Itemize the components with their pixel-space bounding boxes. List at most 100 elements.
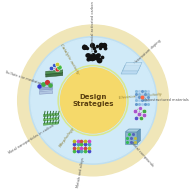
Point — [134, 96, 137, 99]
Point — [72, 143, 75, 146]
Point — [134, 99, 137, 102]
Point — [130, 136, 133, 139]
Point — [147, 90, 150, 93]
Point — [50, 66, 53, 69]
Text: Electrical conductivity: Electrical conductivity — [119, 92, 162, 100]
Point — [126, 140, 129, 143]
Text: Metal nanoparticles in carbon: Metal nanoparticles in carbon — [8, 123, 55, 155]
Point — [83, 45, 86, 48]
Polygon shape — [121, 65, 141, 74]
Point — [144, 96, 147, 99]
Point — [104, 46, 107, 50]
Point — [88, 139, 91, 142]
Point — [55, 68, 58, 71]
Text: Heteroatom doping: Heteroatom doping — [133, 38, 162, 65]
Point — [137, 93, 141, 96]
Point — [134, 140, 137, 143]
Point — [134, 136, 137, 139]
Point — [90, 44, 93, 47]
Polygon shape — [125, 132, 137, 144]
Polygon shape — [39, 87, 53, 90]
Point — [86, 58, 90, 61]
Circle shape — [29, 37, 157, 164]
Point — [95, 56, 98, 59]
Point — [147, 93, 150, 96]
Point — [49, 84, 52, 87]
Point — [72, 149, 75, 153]
Point — [88, 149, 91, 153]
Polygon shape — [46, 72, 63, 77]
Point — [140, 117, 143, 120]
Circle shape — [60, 67, 126, 134]
Point — [141, 90, 144, 93]
Point — [88, 143, 91, 146]
Point — [91, 54, 94, 57]
Point — [128, 132, 131, 135]
Point — [88, 146, 91, 149]
Point — [90, 54, 93, 57]
Point — [46, 80, 49, 83]
Polygon shape — [43, 122, 58, 125]
Point — [134, 116, 137, 119]
Text: Catalytic activity: Catalytic activity — [59, 43, 80, 75]
Point — [126, 136, 129, 139]
Polygon shape — [125, 129, 141, 132]
Polygon shape — [39, 91, 53, 94]
Point — [98, 58, 101, 61]
Point — [92, 46, 95, 49]
Point — [144, 90, 147, 93]
Polygon shape — [43, 118, 58, 121]
Circle shape — [18, 25, 168, 176]
Point — [85, 46, 88, 49]
Point — [92, 57, 95, 60]
Point — [76, 143, 79, 146]
Point — [82, 46, 85, 49]
Point — [41, 83, 44, 86]
Circle shape — [60, 68, 126, 133]
Text: Sulfate site mediators: Sulfate site mediators — [4, 70, 43, 86]
Point — [137, 102, 141, 105]
Point — [96, 53, 99, 56]
Point — [76, 149, 79, 153]
Polygon shape — [43, 113, 58, 117]
Point — [141, 96, 144, 99]
Point — [80, 146, 83, 149]
Point — [142, 110, 145, 113]
Point — [137, 90, 141, 93]
Point — [141, 93, 144, 96]
Point — [147, 96, 150, 99]
Text: Nanostructured materials: Nanostructured materials — [143, 98, 189, 102]
Point — [132, 132, 135, 135]
Point — [72, 139, 75, 142]
Point — [80, 143, 83, 146]
Point — [147, 102, 150, 105]
Point — [38, 85, 41, 88]
Point — [76, 139, 79, 142]
Point — [95, 44, 98, 47]
Point — [92, 54, 95, 57]
Point — [130, 140, 133, 143]
Point — [84, 149, 87, 153]
Point — [84, 139, 87, 142]
Point — [80, 139, 83, 142]
Text: Metal compounds: Metal compounds — [130, 142, 154, 168]
Point — [138, 107, 141, 110]
Point — [141, 96, 144, 99]
Point — [84, 143, 87, 146]
Point — [97, 54, 100, 57]
Point — [100, 55, 103, 58]
Circle shape — [58, 65, 128, 135]
Point — [143, 114, 146, 117]
Point — [137, 113, 141, 116]
Polygon shape — [123, 62, 142, 71]
Point — [72, 146, 75, 149]
Point — [141, 99, 144, 102]
Point — [85, 54, 88, 57]
Point — [144, 102, 147, 105]
Point — [134, 109, 137, 112]
Point — [57, 66, 60, 69]
Point — [134, 90, 137, 93]
Point — [76, 146, 79, 149]
Point — [94, 56, 97, 59]
Point — [134, 102, 137, 105]
